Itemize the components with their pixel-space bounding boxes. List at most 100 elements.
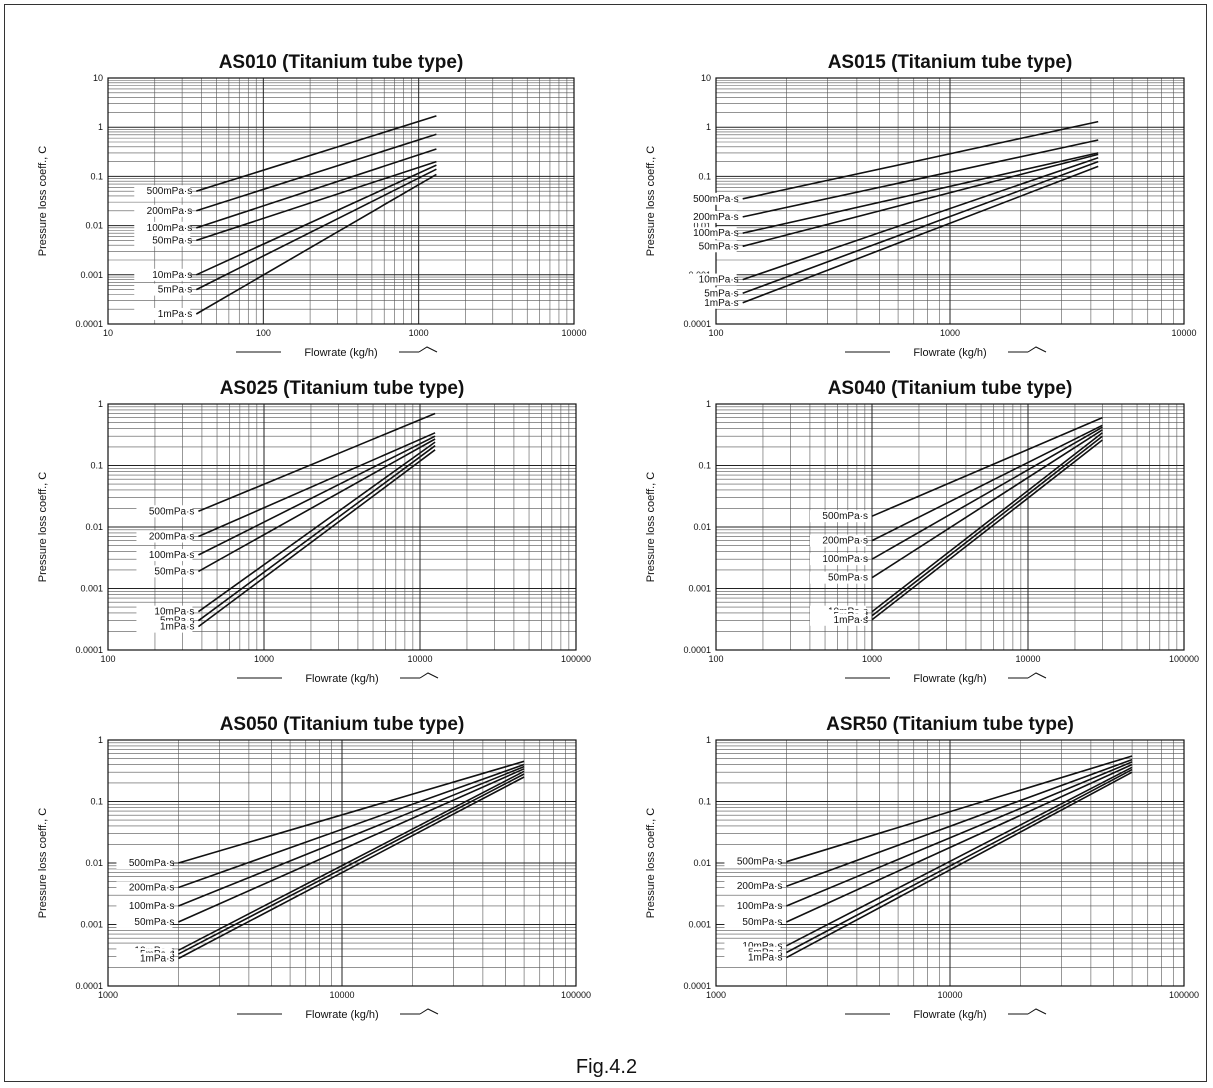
series-label-bg bbox=[680, 227, 737, 240]
series-line bbox=[786, 768, 1133, 954]
series-label: 100mPa·s bbox=[737, 901, 783, 912]
series-line bbox=[198, 438, 436, 573]
series-line bbox=[871, 439, 1103, 621]
plot-frame bbox=[715, 739, 1185, 987]
series-label: 10mPa·s bbox=[742, 941, 782, 952]
series-label: 5mPa·s bbox=[158, 285, 192, 296]
series-label: 50mPa·s bbox=[828, 573, 868, 584]
x-tick-label: 10000 bbox=[407, 654, 432, 664]
y-tick-label: 1 bbox=[706, 735, 711, 745]
series-label-bg bbox=[134, 307, 191, 320]
series-label: 200mPa·s bbox=[822, 536, 868, 547]
series-line bbox=[786, 771, 1133, 959]
x-axis-arrow-icon bbox=[1027, 1008, 1047, 1015]
chart-title: AS010 (Titanium tube type) bbox=[219, 52, 464, 73]
x-axis-label: Flowrate (kg/h) bbox=[913, 1009, 986, 1021]
series-line bbox=[871, 432, 1103, 613]
series-label: 50mPa·s bbox=[742, 917, 782, 928]
series-label: 500mPa·s bbox=[147, 186, 193, 197]
x-tick-label: 100000 bbox=[1169, 990, 1199, 1000]
y-tick-label: 10 bbox=[701, 73, 711, 83]
series-label: 1mPa·s bbox=[140, 953, 174, 964]
y-tick-label: 0.01 bbox=[85, 221, 103, 231]
y-tick-label: 0.0001 bbox=[683, 981, 711, 991]
series-line bbox=[786, 761, 1133, 907]
series-label: 1mPa·s bbox=[158, 309, 192, 320]
series-line bbox=[178, 763, 525, 889]
series-line bbox=[178, 768, 525, 923]
y-tick-label: 0.1 bbox=[90, 797, 103, 807]
series-line bbox=[196, 115, 437, 192]
x-tick-label: 100000 bbox=[561, 654, 591, 664]
series-line bbox=[871, 416, 1103, 517]
y-tick-label: 0.1 bbox=[698, 171, 711, 181]
series-label-bg bbox=[680, 273, 737, 286]
y-tick-label: 0.001 bbox=[688, 584, 711, 594]
x-axis-arrow-icon bbox=[419, 672, 439, 679]
x-tick-label: 1000 bbox=[940, 328, 960, 338]
series-label: 100mPa·s bbox=[149, 550, 195, 561]
y-tick-label: 0.01 bbox=[85, 858, 103, 868]
series-label: 1mPa·s bbox=[160, 622, 194, 633]
y-tick-label: 0.0001 bbox=[75, 981, 103, 991]
y-tick-label: 1 bbox=[706, 399, 711, 409]
series-label-bg bbox=[134, 268, 191, 281]
y-tick-label: 0.001 bbox=[80, 584, 103, 594]
series-label-bg bbox=[724, 880, 781, 893]
series-line bbox=[871, 426, 1103, 560]
chart-title: AS025 (Titanium tube type) bbox=[220, 378, 465, 399]
series-line bbox=[178, 760, 525, 864]
series-line bbox=[196, 160, 437, 242]
chart-title: AS015 (Titanium tube type) bbox=[828, 52, 1073, 73]
x-tick-label: 100 bbox=[708, 328, 723, 338]
series-label: 1mPa·s bbox=[748, 953, 782, 964]
series-label-bg bbox=[116, 952, 173, 965]
y-axis-label: Pressure loss coeff., C bbox=[37, 146, 49, 257]
x-tick-label: 10000 bbox=[1015, 654, 1040, 664]
series-label: 5mPa·s bbox=[704, 288, 738, 299]
series-label-bg bbox=[134, 204, 191, 217]
x-tick-label: 1000 bbox=[254, 654, 274, 664]
series-label-bg bbox=[680, 287, 737, 300]
series-label-bg bbox=[810, 534, 866, 547]
series-label: 200mPa·s bbox=[147, 206, 193, 217]
y-tick-label: 1 bbox=[706, 122, 711, 132]
series-label-bg bbox=[116, 881, 173, 894]
series-label-bg bbox=[680, 210, 737, 223]
series-label-bg bbox=[810, 613, 866, 626]
series-line bbox=[178, 770, 525, 952]
series-label: 50mPa·s bbox=[699, 241, 739, 252]
series-label-bg bbox=[134, 185, 191, 198]
y-axis-label: Pressure loss coeff., C bbox=[645, 472, 657, 583]
plot-frame bbox=[107, 77, 575, 325]
y-tick-label: 0.001 bbox=[80, 920, 103, 930]
chart-title: AS050 (Titanium tube type) bbox=[220, 714, 465, 735]
series-label-bg bbox=[810, 510, 866, 523]
x-axis-arrow-icon bbox=[1027, 346, 1047, 353]
series-label: 200mPa·s bbox=[149, 532, 195, 543]
series-label-bg bbox=[136, 530, 193, 543]
series-line bbox=[871, 424, 1103, 542]
x-tick-label: 100 bbox=[256, 328, 271, 338]
figure-frame bbox=[4, 4, 1207, 1082]
series-label-bg bbox=[724, 899, 781, 912]
figure-caption: Fig.4.2 bbox=[575, 1056, 638, 1078]
x-tick-label: 1000 bbox=[98, 990, 118, 1000]
y-axis-label: Pressure loss coeff., C bbox=[37, 472, 49, 583]
series-label: 100mPa·s bbox=[147, 223, 193, 234]
series-label-bg bbox=[136, 565, 193, 578]
y-tick-label: 0.0001 bbox=[683, 645, 711, 655]
series-label-bg bbox=[724, 951, 781, 964]
x-tick-label: 1000 bbox=[409, 328, 429, 338]
series-label: 500mPa·s bbox=[129, 858, 175, 869]
series-line bbox=[197, 449, 436, 628]
series-line bbox=[742, 120, 1099, 200]
y-tick-label: 0.0001 bbox=[683, 319, 711, 329]
x-tick-label: 100 bbox=[100, 654, 115, 664]
x-tick-label: 10000 bbox=[561, 328, 586, 338]
y-axis-label: Pressure loss coeff., C bbox=[37, 808, 49, 919]
x-axis-label: Flowrate (kg/h) bbox=[305, 673, 378, 685]
